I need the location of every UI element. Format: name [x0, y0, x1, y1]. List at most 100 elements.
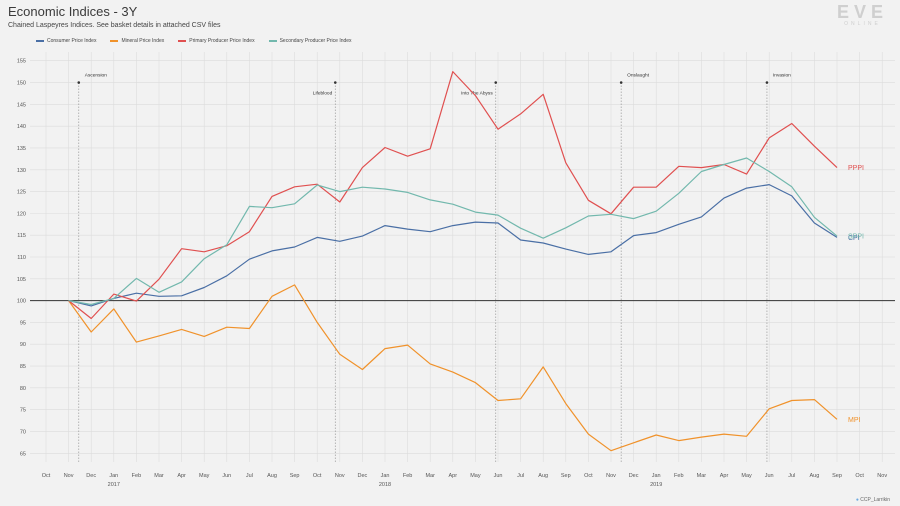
y-tick-label: 65	[20, 451, 26, 457]
y-tick-label: 90	[20, 342, 26, 348]
x-year-label: 2019	[650, 482, 662, 488]
y-tick-label: 95	[20, 320, 26, 326]
legend-swatch	[268, 40, 277, 42]
chart-subtitle: Chained Laspeyres Indices. See basket de…	[8, 22, 221, 29]
logo-subtext: ONLINE	[844, 21, 881, 27]
x-tick-label: Dec	[86, 473, 96, 479]
x-tick-label: Apr	[449, 473, 458, 479]
x-tick-label: Dec	[629, 473, 639, 479]
x-tick-label: Sep	[832, 473, 842, 479]
y-tick-label: 115	[17, 233, 26, 239]
x-tick-label: Aug	[538, 473, 548, 479]
twitter-icon: ●	[855, 497, 859, 503]
x-tick-label: May	[741, 473, 752, 479]
y-tick-label: 135	[17, 146, 26, 152]
series-end-label: MPI	[848, 417, 861, 424]
legend-label: Secondary Producer Price Index	[279, 38, 352, 44]
x-tick-label: Mar	[425, 473, 435, 479]
x-tick-label: Mar	[697, 473, 707, 479]
x-tick-label: Jun	[765, 473, 774, 479]
event-label: Lifeblood	[313, 91, 333, 97]
series-line	[68, 70, 838, 320]
x-tick-label: Feb	[403, 473, 412, 479]
x-tick-label: Nov	[877, 473, 887, 479]
x-tick-label: Jul	[246, 473, 253, 479]
x-tick-label: Nov	[335, 473, 345, 479]
x-tick-label: Jan	[109, 473, 118, 479]
event-marker	[494, 81, 498, 84]
event-label: Into The Abyss	[461, 91, 493, 97]
series-line	[68, 157, 838, 306]
x-tick-label: Oct	[584, 473, 593, 479]
event-label: Invasion	[773, 73, 791, 79]
legend-item: Mineral Price Index	[110, 38, 164, 44]
y-tick-label: 85	[20, 364, 26, 370]
y-tick-label: 125	[17, 190, 26, 196]
chart-title: Economic Indices - 3Y	[8, 4, 138, 19]
x-tick-label: Jul	[788, 473, 795, 479]
series-end-label: CPI	[848, 235, 860, 242]
legend-item: Secondary Producer Price Index	[268, 38, 352, 44]
legend-label: Consumer Price Index	[47, 38, 97, 44]
y-tick-label: 140	[17, 124, 26, 130]
series-end-label: SPPI	[848, 234, 864, 241]
x-tick-label: Oct	[313, 473, 322, 479]
event-label: Onslaught	[627, 73, 650, 79]
x-tick-label: Feb	[674, 473, 683, 479]
x-tick-label: Sep	[290, 473, 300, 479]
series-line	[68, 184, 838, 307]
x-tick-label: Oct	[42, 473, 51, 479]
x-tick-label: Aug	[810, 473, 820, 479]
x-tick-label: Nov	[64, 473, 74, 479]
x-tick-label: Apr	[177, 473, 186, 479]
x-tick-label: Dec	[358, 473, 368, 479]
y-tick-label: 75	[20, 408, 26, 414]
x-tick-label: May	[470, 473, 481, 479]
event-marker	[77, 81, 81, 84]
credit-handle: CCP_Larrikin	[860, 497, 890, 503]
y-tick-label: 100	[17, 299, 26, 305]
series-line	[68, 284, 838, 452]
y-tick-label: 80	[20, 386, 26, 392]
y-tick-label: 130	[17, 168, 26, 174]
chart-legend: Consumer Price Index Mineral Price Index P…	[36, 38, 352, 44]
legend-swatch	[178, 40, 187, 42]
x-tick-label: Oct	[855, 473, 864, 479]
legend-label: Primary Producer Price Index	[189, 38, 255, 44]
x-tick-label: Aug	[267, 473, 277, 479]
y-tick-label: 155	[17, 59, 26, 65]
legend-swatch	[110, 40, 119, 42]
x-tick-label: Feb	[132, 473, 141, 479]
x-tick-label: Sep	[561, 473, 571, 479]
logo-wordmark: EVE	[836, 2, 888, 22]
legend-item: Primary Producer Price Index	[178, 38, 255, 44]
x-tick-label: Jul	[517, 473, 524, 479]
y-tick-label: 110	[17, 255, 26, 261]
y-tick-label: 150	[17, 81, 26, 87]
y-tick-label: 145	[17, 102, 26, 108]
x-tick-label: Mar	[154, 473, 164, 479]
y-tick-label: 105	[17, 277, 26, 283]
event-marker	[333, 81, 337, 84]
x-tick-label: Apr	[720, 473, 729, 479]
x-tick-label: Jun	[222, 473, 231, 479]
series-end-label: PPPI	[848, 165, 864, 172]
y-tick-label: 120	[17, 211, 26, 217]
eve-online-logo: EVE ONLINE	[837, 2, 888, 27]
x-tick-label: May	[199, 473, 210, 479]
x-tick-label: Jan	[381, 473, 390, 479]
x-year-label: 2018	[379, 482, 391, 488]
y-tick-label: 70	[20, 429, 26, 435]
x-year-label: 2017	[108, 482, 120, 488]
event-label: Ascension	[85, 73, 107, 79]
legend-swatch	[36, 40, 44, 42]
legend-label: Mineral Price Index	[121, 38, 165, 44]
x-tick-label: Jun	[494, 473, 503, 479]
x-tick-label: Nov	[606, 473, 616, 479]
event-marker	[765, 81, 769, 84]
legend-item: Consumer Price Index	[36, 38, 96, 44]
x-tick-label: Jan	[652, 473, 661, 479]
twitter-credit: ● CCP_Larrikin	[856, 497, 890, 503]
event-marker	[619, 81, 623, 84]
